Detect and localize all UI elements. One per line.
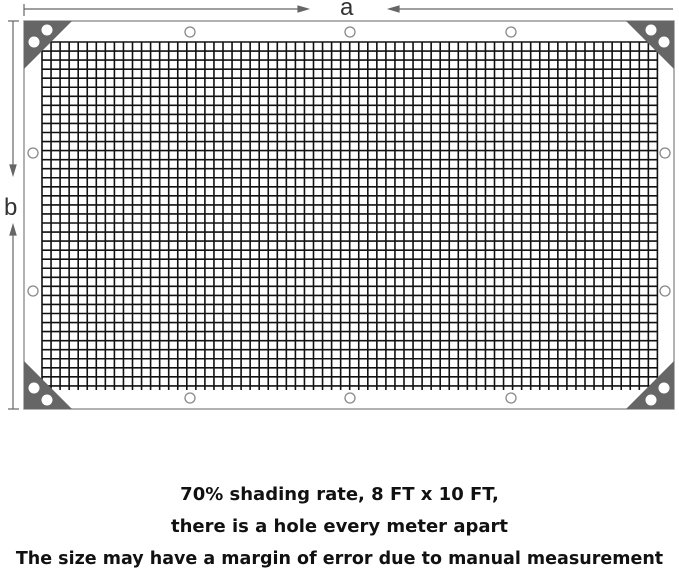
width-dimension-line <box>23 4 673 16</box>
corner-top-right <box>626 21 674 69</box>
corner-top-left <box>24 21 72 69</box>
caption-line-1: 70% shading rate, 8 FT x 10 FT, <box>180 484 499 505</box>
caption-line-3: The size may have a margin of error due … <box>15 549 664 569</box>
corner-bottom-left <box>24 361 72 409</box>
grommets <box>27 24 671 406</box>
corner-bottom-right <box>626 361 674 409</box>
width-label: a <box>340 0 354 21</box>
mesh-grid <box>41 41 659 390</box>
corner-reinforcements <box>24 21 674 409</box>
height-label: b <box>4 194 18 221</box>
caption-line-2: there is a hole every meter apart <box>171 516 508 537</box>
height-dimension-line <box>8 20 19 410</box>
